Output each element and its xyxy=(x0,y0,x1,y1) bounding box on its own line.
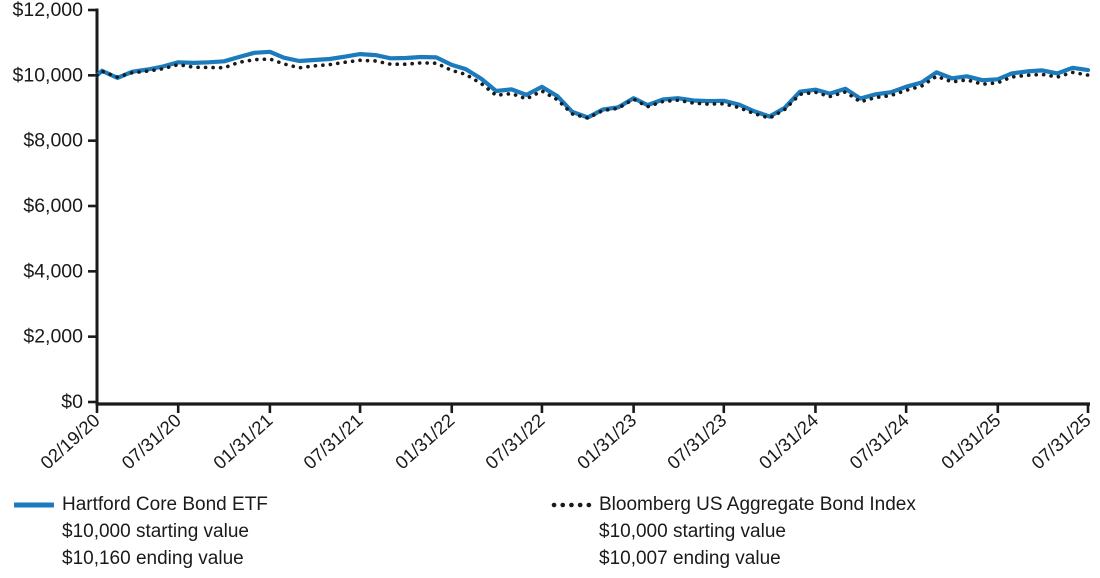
x-axis-tick-label: 01/31/23 xyxy=(573,409,641,473)
y-axis-tick-label: $12,000 xyxy=(13,0,84,21)
x-axis-tick-label: 07/31/21 xyxy=(299,409,367,473)
series-line-hartford-core-bond-etf xyxy=(94,49,1091,120)
ending-value-label: $10,007 ending value xyxy=(599,548,781,569)
dotted-line-swatch xyxy=(551,491,599,518)
dotted-line-swatch-icon xyxy=(551,502,593,507)
x-axis-tick-label: 07/31/23 xyxy=(663,409,731,473)
starting-value-label: $10,000 starting value xyxy=(62,521,249,542)
x-axis-tick-label: 07/31/25 xyxy=(1027,409,1095,473)
x-axis-tick-label: 01/31/24 xyxy=(755,409,823,473)
y-axis-tick-label: $4,000 xyxy=(23,260,83,282)
y-axis-tick-label: $6,000 xyxy=(23,195,83,217)
x-axis-tick-label: 07/31/22 xyxy=(481,409,549,473)
x-axis-tick-label: 01/31/25 xyxy=(937,409,1005,473)
y-axis-tick-label: $0 xyxy=(61,391,83,413)
y-axis-tick-label: $8,000 xyxy=(23,130,83,152)
chart-legend: Hartford Core Bond ETF $10,000 starting … xyxy=(0,491,1100,572)
x-axis-tick-label: 01/31/22 xyxy=(391,409,459,473)
x-axis-tick-label: 01/31/21 xyxy=(209,409,277,473)
starting-value-label: $10,000 starting value xyxy=(599,521,786,542)
legend-item-hartford-core-bond-etf: Hartford Core Bond ETF $10,000 starting … xyxy=(14,491,551,572)
y-axis-tick-label: $2,000 xyxy=(23,326,83,348)
series-name-label: Bloomberg US Aggregate Bond Index xyxy=(599,494,916,515)
x-axis-tick-label: 07/31/20 xyxy=(117,409,185,473)
chart-svg: $0 $2,000 $4,000 $6,000 $8,000 $10,000 $12,000… xyxy=(13,0,1095,473)
solid-line-swatch-icon xyxy=(14,502,54,507)
x-axis-tick-label: 02/19/20 xyxy=(36,409,104,473)
series-line-bloomberg-us-aggregate-bond-index xyxy=(95,57,1090,120)
series-name-label: Hartford Core Bond ETF xyxy=(62,494,268,515)
legend-item-bloomberg-us-aggregate-bond-index: Bloomberg US Aggregate Bond Index $10,00… xyxy=(551,491,916,572)
y-axis-tick-label: $10,000 xyxy=(13,64,84,86)
ending-value-label: $10,160 ending value xyxy=(62,548,244,569)
solid-line-swatch xyxy=(14,491,62,518)
x-axis-tick-label: 07/31/24 xyxy=(845,409,913,473)
